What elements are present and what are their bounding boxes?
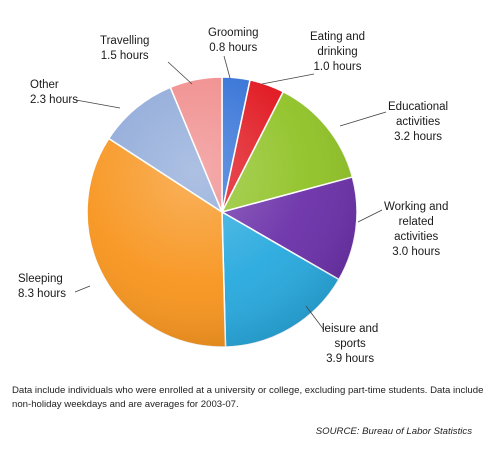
- slice-label-name-line: Other: [30, 79, 59, 91]
- slice-label-working-and-related-activities: Working and related activities 3.0 hours: [384, 200, 448, 260]
- slice-label-value: 1.0 hours: [313, 61, 362, 73]
- slice-label-sleeping: Sleeping 8.3 hours: [18, 272, 66, 302]
- leader-line-other: [75, 99, 121, 109]
- slice-label-value: 3.2 hours: [394, 131, 443, 143]
- footnote: Data include individuals who were enroll…: [12, 385, 484, 410]
- slice-label-value: 3.9 hours: [326, 353, 375, 365]
- slice-label-name-line: drinking: [317, 46, 358, 58]
- slice-label-grooming: Grooming 0.8 hours: [208, 26, 259, 56]
- slice-label-leisure-and-sports: leisure and sports 3.9 hours: [322, 322, 378, 367]
- slice-label-name-line: Working and: [384, 201, 449, 213]
- slice-label-name-line: activities: [394, 231, 439, 243]
- slice-label-name-line: Sleeping: [18, 273, 63, 285]
- slice-label-educational-activities: Educational activities 3.2 hours: [388, 100, 448, 145]
- leader-line-educational-activities: [339, 111, 387, 127]
- slice-label-other: Other 2.3 hours: [30, 78, 78, 108]
- slice-label-eating-and-drinking: Eating and drinking 1.0 hours: [310, 30, 365, 75]
- leader-line-working-and-related-activities: [357, 209, 383, 223]
- slice-label-travelling: Travelling 1.5 hours: [100, 34, 149, 64]
- leader-line-leisure-and-sports: [305, 305, 325, 331]
- slice-label-name-line: activities: [396, 116, 441, 128]
- slice-label-value: 1.5 hours: [100, 50, 149, 62]
- leader-line-grooming: [223, 55, 231, 79]
- slice-label-name-line: Educational: [388, 101, 449, 113]
- slice-label-value: 0.8 hours: [209, 42, 258, 54]
- slice-label-name-line: Travelling: [100, 35, 150, 47]
- leader-line-eating-and-drinking: [261, 73, 315, 85]
- slice-label-value: 8.3 hours: [18, 288, 66, 300]
- slice-label-name-line: related: [398, 216, 434, 228]
- slice-label-value: 3.0 hours: [392, 246, 441, 258]
- slice-label-name-line: Grooming: [208, 27, 259, 39]
- slice-label-name-line: leisure and: [322, 323, 379, 335]
- slice-label-value: 2.3 hours: [30, 94, 78, 106]
- leader-line-sleeping: [74, 285, 91, 293]
- slice-label-name-line: sports: [334, 338, 366, 350]
- leader-line-travelling: [167, 61, 193, 85]
- slice-label-name-line: Eating and: [310, 31, 365, 43]
- source-credit: SOURCE: Bureau of Labor Statistics: [315, 426, 472, 437]
